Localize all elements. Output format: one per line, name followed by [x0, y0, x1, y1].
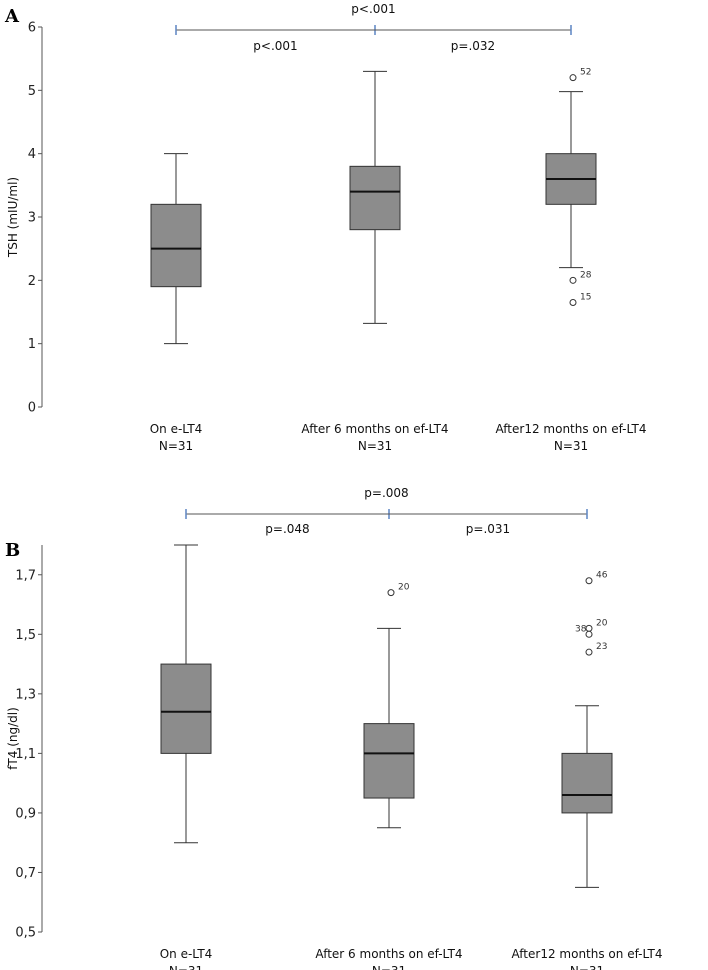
- x-category-label: After 6 months on ef-LT4: [315, 947, 462, 961]
- y-axis-label: TSH (mIU/ml): [6, 177, 20, 258]
- outlier-label: 28: [580, 270, 592, 280]
- p-value-label: p=.032: [451, 39, 495, 53]
- y-tick-label: 6: [28, 21, 36, 36]
- x-category-label: After 6 months on ef-LT4: [301, 422, 448, 436]
- panel-letter-b: B: [5, 540, 20, 561]
- outlier-point: [585, 648, 593, 656]
- x-n-label: N=31: [169, 964, 203, 970]
- outlier-point: [569, 74, 577, 82]
- y-tick-label: 0,9: [15, 806, 36, 821]
- outlier-point: [585, 577, 593, 585]
- box-iqr: [150, 203, 202, 288]
- x-category-label: On e-LT4: [160, 947, 213, 961]
- outlier-label: 38: [575, 624, 587, 634]
- p-value-label: p=.048: [265, 522, 309, 536]
- p-value-label: p<.001: [253, 39, 297, 53]
- y-tick-label: 0,5: [15, 926, 36, 941]
- box-iqr: [349, 165, 401, 231]
- y-tick-label: 5: [28, 84, 36, 99]
- y-tick-label: 0,7: [15, 866, 36, 881]
- outlier-label: 23: [596, 642, 607, 652]
- outlier-point: [585, 624, 593, 632]
- p-value-label: p=.008: [364, 486, 408, 500]
- p-value-label: p=.031: [466, 522, 510, 536]
- y-axis-label: fT4 (ng/dl): [6, 707, 20, 770]
- box-iqr: [160, 663, 212, 754]
- y-tick-label: 1,3: [15, 687, 36, 702]
- y-tick-label: 4: [28, 147, 36, 162]
- outlier-point: [387, 589, 395, 597]
- y-tick-label: 1,1: [15, 747, 36, 762]
- outlier-label: 46: [596, 571, 608, 581]
- panel-letter-a: A: [4, 6, 20, 27]
- y-tick-label: 0: [28, 401, 36, 416]
- box-iqr: [363, 723, 415, 799]
- y-tick-label: 1,5: [15, 628, 36, 643]
- outlier-label: 15: [580, 293, 591, 303]
- x-category-label: On e-LT4: [150, 422, 203, 436]
- x-category-label: After12 months on ef-LT4: [512, 947, 663, 961]
- y-tick-label: 2: [28, 274, 36, 289]
- x-n-label: N=31: [372, 964, 406, 970]
- x-n-label: N=31: [554, 439, 588, 453]
- p-value-label: p<.001: [351, 2, 395, 16]
- y-tick-label: 3: [28, 211, 36, 226]
- outlier-point: [585, 630, 593, 638]
- x-category-label: After12 months on ef-LT4: [496, 422, 647, 436]
- y-tick-label: 1: [28, 337, 36, 352]
- box-iqr: [561, 752, 613, 814]
- x-n-label: N=31: [570, 964, 604, 970]
- outlier-label: 52: [580, 68, 591, 78]
- panel-a-tsh-boxplot: 0 1 2 3 4 5 6 TSH (mIU/ml) On e-LT4 N=31 After 6 m…: [6, 2, 646, 453]
- outlier-label: 20: [398, 583, 410, 593]
- outlier-label: 20: [596, 618, 608, 628]
- panel-b-ft4-boxplot: 0,5 0,7 0,9 1,1 1,3 1,5 1,7 fT4 (ng/dl) On e-LT4…: [6, 486, 662, 970]
- outlier-point: [569, 276, 577, 284]
- outlier-point: [569, 299, 577, 306]
- x-n-label: N=31: [159, 439, 193, 453]
- y-tick-label: 1,7: [15, 568, 36, 583]
- x-n-label: N=31: [358, 439, 392, 453]
